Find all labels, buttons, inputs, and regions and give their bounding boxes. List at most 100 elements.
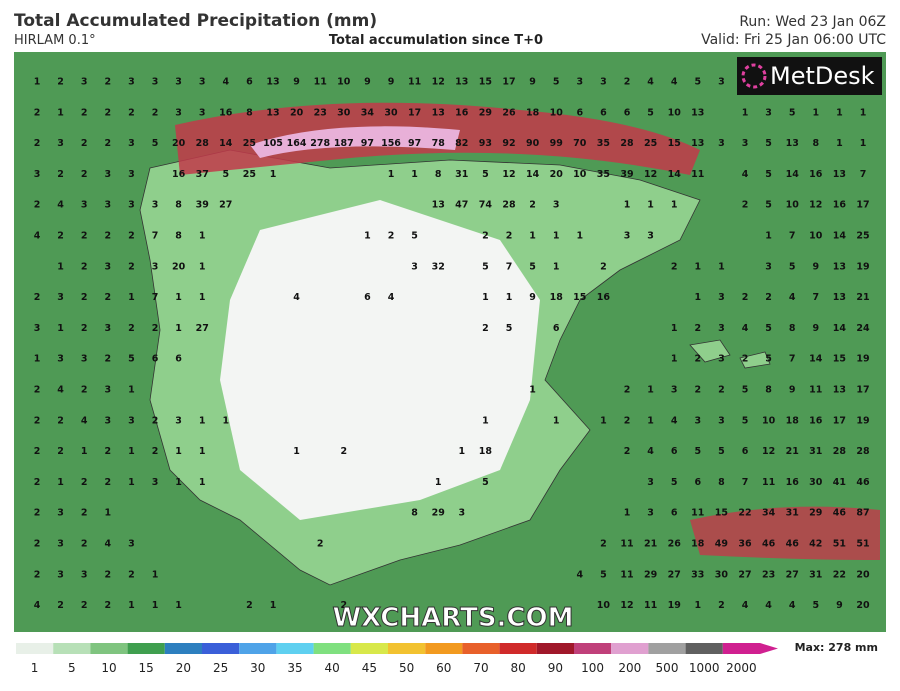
grid-value: 8 <box>718 477 725 488</box>
colorbar-label: 30 <box>250 661 265 675</box>
logo: MetDesk <box>770 62 875 90</box>
grid-value: 1 <box>671 354 678 365</box>
grid-value: 2 <box>694 385 701 396</box>
grid-value: 3 <box>718 77 725 88</box>
grid-value: 164 <box>287 138 307 149</box>
grid-value: 13 <box>786 138 799 149</box>
grid-value: 5 <box>765 169 772 180</box>
grid-value: 1 <box>270 600 277 611</box>
grid-value: 2 <box>246 600 253 611</box>
grid-value: 13 <box>833 261 846 272</box>
grid-value: 28 <box>856 446 870 457</box>
grid-value: 3 <box>104 385 111 396</box>
grid-value: 2 <box>624 385 631 396</box>
colorbar-label: 15 <box>139 661 154 675</box>
grid-value: 2 <box>104 231 111 242</box>
grid-value: 20 <box>172 138 186 149</box>
grid-value: 1 <box>175 446 182 457</box>
colorbar-segment <box>685 643 723 654</box>
grid-value: 3 <box>199 77 206 88</box>
colorbar-label: 70 <box>473 661 488 675</box>
grid-value: 8 <box>812 138 819 149</box>
grid-value: 3 <box>81 200 88 211</box>
grid-value: 23 <box>314 107 327 118</box>
colorbar-label: 90 <box>548 661 563 675</box>
grid-value: 31 <box>786 508 799 519</box>
grid-value: 21 <box>856 292 869 303</box>
grid-value: 7 <box>506 261 513 272</box>
grid-value: 13 <box>432 200 445 211</box>
grid-value: 1 <box>482 415 489 426</box>
grid-value: 11 <box>691 508 704 519</box>
grid-value: 17 <box>502 77 515 88</box>
grid-value: 3 <box>671 385 678 396</box>
grid-value: 39 <box>620 169 633 180</box>
grid-value: 12 <box>620 600 633 611</box>
grid-value: 3 <box>718 415 725 426</box>
grid-value: 51 <box>856 539 869 550</box>
grid-value: 35 <box>597 138 610 149</box>
grid-value: 7 <box>789 231 796 242</box>
grid-value: 1 <box>836 107 843 118</box>
grid-value: 6 <box>152 354 159 365</box>
grid-value: 7 <box>789 354 796 365</box>
grid-value: 2 <box>624 446 631 457</box>
grid-value: 5 <box>647 107 654 118</box>
valid-time: Valid: Fri 25 Jan 06:00 UTC <box>701 32 886 48</box>
grid-value: 1 <box>411 169 418 180</box>
grid-value: 2 <box>624 77 631 88</box>
colorbar-segment <box>574 643 612 654</box>
subtitle: Total accumulation since T+0 <box>329 33 543 48</box>
colorbar-label: 5 <box>68 661 76 675</box>
grid-value: 3 <box>104 323 111 334</box>
grid-value: 28 <box>196 138 210 149</box>
grid-value: 2 <box>81 477 88 488</box>
colorbar-segment <box>388 643 426 654</box>
grid-value: 4 <box>34 600 41 611</box>
colorbar-label: 60 <box>436 661 451 675</box>
grid-value: 2 <box>34 385 41 396</box>
grid-value: 9 <box>812 323 819 334</box>
grid-value: 30 <box>384 107 398 118</box>
grid-value: 1 <box>765 231 772 242</box>
grid-value: 2 <box>128 569 135 580</box>
grid-value: 1 <box>694 261 701 272</box>
grid-value: 1 <box>860 107 867 118</box>
grid-value: 35 <box>597 169 610 180</box>
grid-value: 1 <box>506 292 513 303</box>
grid-value: 9 <box>529 77 536 88</box>
grid-value: 4 <box>222 77 229 88</box>
grid-value: 1 <box>553 415 560 426</box>
grid-value: 1 <box>647 200 654 211</box>
grid-value: 10 <box>786 200 800 211</box>
grid-value: 5 <box>742 385 749 396</box>
grid-value: 2 <box>128 231 135 242</box>
grid-value: 5 <box>411 231 418 242</box>
grid-value: 2 <box>57 446 64 457</box>
grid-value: 5 <box>600 569 607 580</box>
grid-value: 29 <box>479 107 492 118</box>
grid-value: 6 <box>671 446 678 457</box>
grid-value: 7 <box>860 169 867 180</box>
grid-value: 9 <box>388 77 395 88</box>
grid-value: 2 <box>742 354 749 365</box>
grid-value: 3 <box>104 200 111 211</box>
grid-value: 3 <box>458 508 465 519</box>
grid-value: 14 <box>809 354 823 365</box>
grid-value: 11 <box>809 385 822 396</box>
grid-value: 2 <box>128 323 135 334</box>
grid-value: 34 <box>762 508 776 519</box>
grid-value: 187 <box>334 138 354 149</box>
colorbar-label: 45 <box>362 661 377 675</box>
grid-value: 7 <box>812 292 819 303</box>
grid-value: 11 <box>620 539 633 550</box>
grid-value: 2 <box>128 261 135 272</box>
grid-value: 3 <box>128 200 135 211</box>
grid-value: 2 <box>152 446 159 457</box>
grid-value: 8 <box>411 508 418 519</box>
grid-value: 5 <box>529 261 536 272</box>
logo-icon <box>741 63 767 89</box>
grid-value: 14 <box>786 169 800 180</box>
grid-value: 17 <box>408 107 421 118</box>
grid-value: 1 <box>104 508 111 519</box>
